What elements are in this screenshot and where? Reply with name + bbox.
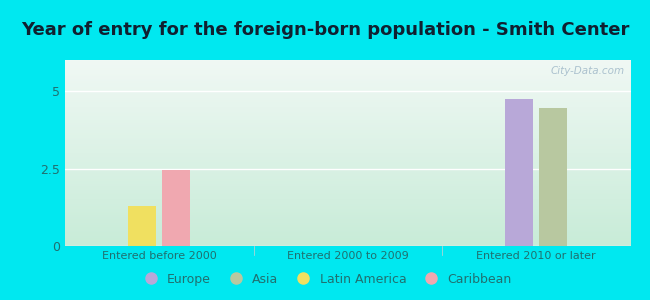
Text: Year of entry for the foreign-born population - Smith Center: Year of entry for the foreign-born popul…	[21, 21, 629, 39]
Bar	[505, 99, 534, 246]
Bar	[539, 108, 567, 246]
Legend: Europe, Asia, Latin America, Caribbean: Europe, Asia, Latin America, Caribbean	[133, 268, 517, 291]
Text: City-Data.com: City-Data.com	[551, 66, 625, 76]
Bar	[162, 170, 190, 246]
Bar	[128, 206, 157, 246]
